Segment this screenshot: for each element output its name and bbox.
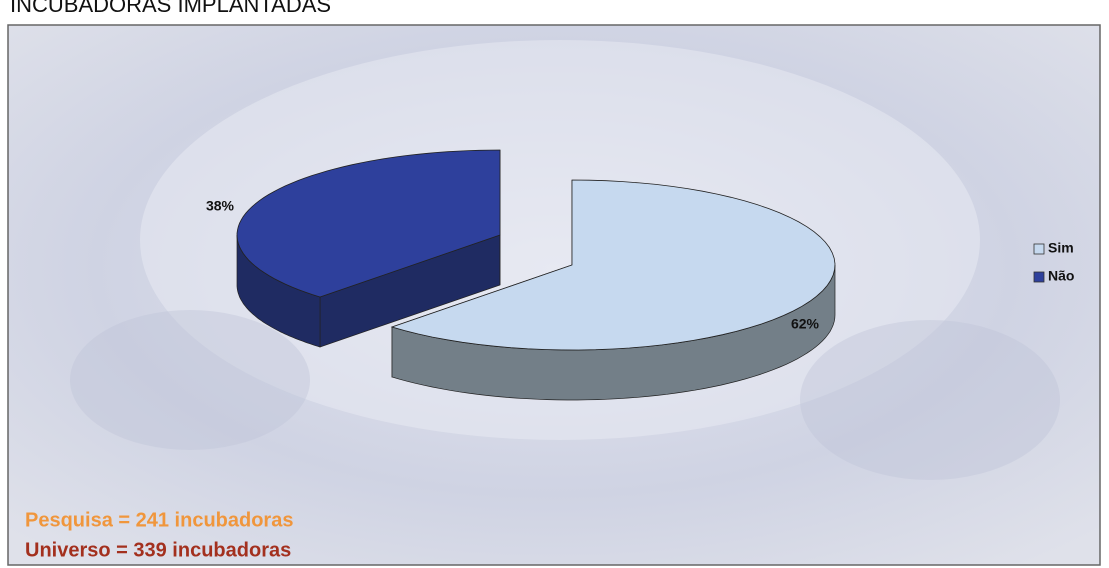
annotation: Universo = 339 incubadoras: [25, 539, 291, 561]
page: INCUBADORAS IMPLANTADAS Pesquisa = 241 i…: [0, 0, 1109, 568]
legend-label: Não: [1048, 268, 1074, 284]
legend-swatch: [1034, 272, 1044, 282]
background-shape: [70, 310, 310, 450]
legend-label: Sim: [1048, 240, 1074, 256]
chart-title: INCUBADORAS IMPLANTADAS: [10, 0, 331, 17]
annotation: Pesquisa = 241 incubadoras: [25, 509, 293, 531]
data-label: 38%: [206, 198, 235, 214]
background-shape: [800, 320, 1060, 480]
legend-swatch: [1034, 244, 1044, 254]
chart: INCUBADORAS IMPLANTADAS Pesquisa = 241 i…: [0, 0, 1109, 568]
data-label: 62%: [791, 316, 820, 332]
